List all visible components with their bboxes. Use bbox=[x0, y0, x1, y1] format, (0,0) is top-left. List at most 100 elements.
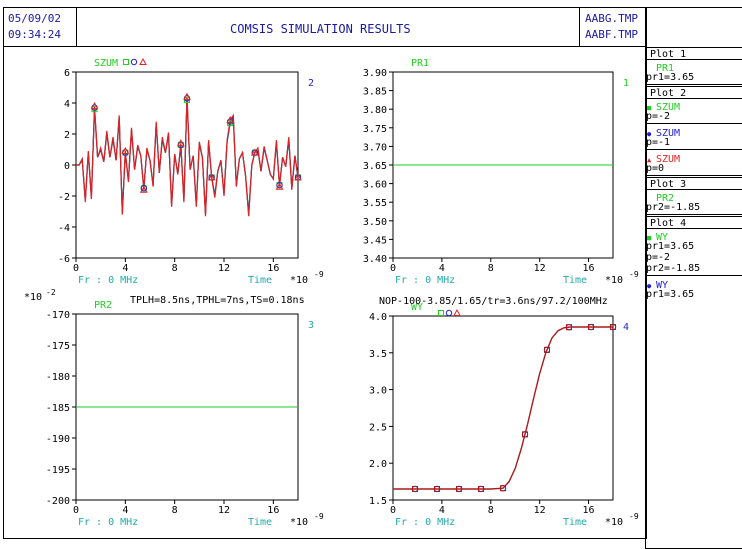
x-axis-multiplier: *10 bbox=[605, 275, 623, 286]
data-point-square bbox=[478, 485, 484, 492]
header-file-2: AABF.TMP bbox=[585, 28, 638, 41]
data-point-triangle bbox=[176, 139, 185, 147]
x-axis-multiplier: *10 bbox=[290, 275, 308, 286]
y-tick-label: -190 bbox=[46, 434, 70, 445]
x-tick-label: 16 bbox=[267, 505, 279, 516]
legend-series-param: pr1=3.65 bbox=[646, 72, 695, 83]
y-tick-label: 3.75 bbox=[363, 124, 387, 135]
y-tick-label: -6 bbox=[58, 254, 70, 265]
data-point-square bbox=[544, 346, 550, 353]
y-tick-label: 3.45 bbox=[363, 235, 387, 246]
data-point-circle bbox=[140, 185, 148, 192]
data-point-triangle bbox=[250, 148, 259, 156]
data-point-square bbox=[566, 324, 572, 331]
plot-number: 1 bbox=[623, 78, 629, 89]
x-axis-multiplier: *10 bbox=[605, 517, 623, 528]
series-label: SZUM bbox=[94, 58, 118, 69]
series-label: WY bbox=[411, 302, 423, 313]
legend-plot-header: Plot 2 bbox=[646, 86, 742, 99]
x-tick-label: 4 bbox=[122, 505, 128, 516]
y-tick-label: 3.80 bbox=[363, 105, 387, 116]
data-point-triangle bbox=[275, 182, 284, 190]
legend-plot-header: Plot 4 bbox=[646, 216, 742, 229]
legend-square-marker bbox=[438, 310, 444, 316]
y-tick-label: 3.50 bbox=[363, 217, 387, 228]
legend-separator bbox=[646, 275, 742, 276]
y-tick-label: -195 bbox=[46, 465, 70, 476]
page-title: COMSIS SIMULATION RESULTS bbox=[230, 22, 411, 36]
x-tick-label: 8 bbox=[172, 505, 178, 516]
chart-annotation: NOP-100-3.85/1.65/tr=3.6ns/97.2/100MHz bbox=[379, 296, 608, 307]
y-tick-label: 1.5 bbox=[369, 496, 387, 507]
legend-separator bbox=[646, 214, 742, 215]
data-point-triangle bbox=[90, 102, 99, 110]
y-tick-label: -170 bbox=[46, 310, 70, 321]
x-axis-frequency-label: Fr : 0 MHz bbox=[395, 275, 455, 286]
data-point-circle bbox=[276, 181, 283, 189]
y-tick-label: 3.0 bbox=[369, 386, 387, 397]
data-point-square bbox=[412, 485, 418, 492]
y-tick-label: 4 bbox=[64, 99, 70, 110]
y-tick-label: 3.55 bbox=[363, 198, 387, 209]
y-tick-label: -4 bbox=[58, 223, 70, 234]
x-axis-label: Time bbox=[248, 275, 272, 286]
legend-square-marker bbox=[123, 59, 129, 65]
header-bar bbox=[3, 7, 647, 47]
x-tick-label: 0 bbox=[390, 505, 396, 516]
x-axis-frequency-label: Fr : 0 MHz bbox=[78, 517, 138, 528]
series-line-p=0 bbox=[76, 96, 299, 217]
y-tick-label: 2.0 bbox=[369, 459, 387, 470]
x-axis-frequency-label: Fr : 0 MHz bbox=[78, 275, 138, 286]
square-marker-icon: ■ bbox=[647, 234, 652, 242]
y-tick-label: 3.65 bbox=[363, 161, 387, 172]
legend-series-param: p=-1 bbox=[646, 137, 671, 148]
x-axis-multiplier-exponent: -9 bbox=[314, 512, 324, 521]
legend-separator bbox=[646, 84, 742, 85]
legend-triangle-marker bbox=[139, 57, 147, 65]
data-point-square bbox=[610, 324, 616, 331]
y-tick-label: 2 bbox=[64, 130, 70, 141]
legend-series-name: SZUM ■ bbox=[647, 102, 681, 113]
x-tick-label: 0 bbox=[73, 505, 79, 516]
legend-circle-marker bbox=[445, 309, 453, 317]
legend-series-name: WY ■ bbox=[647, 232, 669, 243]
x-axis-multiplier-exponent: -9 bbox=[314, 270, 324, 279]
y-tick-label: -175 bbox=[46, 341, 70, 352]
outer-frame bbox=[3, 7, 647, 539]
x-tick-label: 4 bbox=[439, 263, 445, 274]
y-tick-label: 2.5 bbox=[369, 422, 387, 433]
y-axis-multiplier: *10 bbox=[24, 292, 42, 303]
data-point-triangle bbox=[139, 185, 148, 193]
plot4-plot-area bbox=[392, 315, 614, 501]
header-date: 05/09/02 bbox=[8, 12, 61, 25]
data-point-triangle bbox=[183, 92, 191, 100]
x-tick-label: 12 bbox=[218, 505, 230, 516]
data-point-square bbox=[522, 431, 528, 438]
x-tick-label: 16 bbox=[583, 505, 595, 516]
legend-series-name: PR1 bbox=[656, 63, 675, 74]
chart-annotation: TPLH=8.5ns,TPHL=7ns,TS=0.18ns bbox=[130, 295, 305, 306]
legend-separator bbox=[646, 175, 742, 176]
x-axis-label: Time bbox=[563, 275, 587, 286]
data-point-square bbox=[500, 485, 506, 492]
y-tick-label: 0 bbox=[64, 161, 70, 172]
plot-number: 3 bbox=[308, 320, 314, 331]
plot-number: 4 bbox=[623, 322, 629, 333]
legend-plot-header: Plot 3 bbox=[646, 177, 742, 190]
data-point-triangle bbox=[207, 173, 216, 181]
legend-separator bbox=[646, 149, 742, 150]
legend-series-param: p=-2 bbox=[646, 252, 671, 263]
x-tick-label: 4 bbox=[439, 505, 445, 516]
legend-separator bbox=[646, 123, 742, 124]
x-tick-label: 8 bbox=[172, 263, 178, 274]
y-tick-label: 3.60 bbox=[363, 180, 387, 191]
legend-series-param: pr1=3.65 bbox=[646, 289, 695, 300]
x-tick-label: 12 bbox=[534, 263, 546, 274]
x-axis-label: Time bbox=[248, 517, 272, 528]
x-axis-frequency-label: Fr : 0 MHz bbox=[395, 517, 455, 528]
legend-series-name: SZUM ● bbox=[647, 128, 681, 139]
x-tick-label: 12 bbox=[218, 263, 230, 274]
circle-marker-icon: ● bbox=[647, 130, 652, 138]
triangle-marker-icon: ▲ bbox=[647, 156, 652, 164]
